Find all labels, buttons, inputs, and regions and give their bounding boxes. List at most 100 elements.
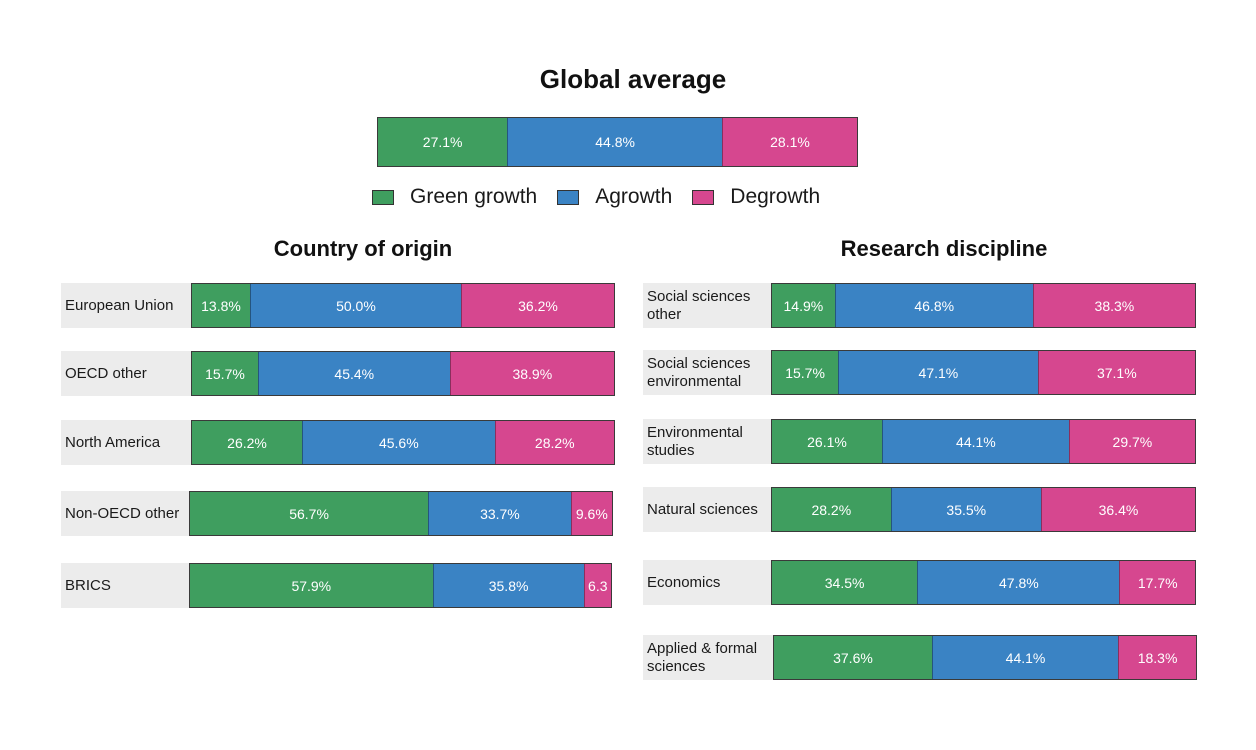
legend-item-green-growth: Green growth [372,185,537,209]
bar-european-union: 13.8% 50.0% 36.2% [191,283,615,328]
social-sciences-other-label-agrowth: 46.8% [914,297,955,314]
bar-social-sciences-environmental: 15.7% 47.1% 37.1% [771,350,1196,395]
bar-economics: 34.5% 47.8% 17.7% [771,560,1196,605]
non-oecd-other-label-agrowth: 33.7% [480,505,520,522]
category-label-brics: BRICS [61,563,189,608]
global-average-segment-agrowth: 44.8% [507,118,722,166]
legend-swatch-agrowth [557,189,580,205]
economics-label-agrowth: 47.8% [999,574,1039,591]
applied-formal-sciences-segment-degrowth: 18.3% [1118,636,1196,679]
legend-label-agrowth: Agrowth [595,185,673,208]
bar-applied-formal-sciences: 37.6% 44.1% 18.3% [773,635,1197,680]
social-sciences-other-label-degrowth: 38.3% [1094,297,1135,314]
legend-label-green-growth: Green growth [410,185,538,208]
legend-swatch-degrowth [692,189,715,205]
non-oecd-other-label-degrowth: 9.6% [575,505,608,522]
european-union-segment-green-growth: 13.8% [192,284,250,327]
environmental-studies-segment-degrowth: 29.7% [1068,420,1195,463]
applied-formal-sciences-label-green-growth: 37.6% [833,649,873,666]
category-label-social-sciences-environmental: Social sciences environmental [643,350,771,395]
applied-formal-sciences-segment-agrowth: 44.1% [931,636,1119,679]
bar-environmental-studies: 26.1% 44.1% 29.7% [771,419,1196,464]
european-union-label-agrowth: 50.0% [336,297,376,314]
social-sciences-environmental-segment-degrowth: 37.1% [1037,351,1195,394]
non-oecd-other-segment-green-growth: 56.7% [190,492,429,535]
north-america-label-green-growth: 26.2% [227,434,267,451]
oecd-other-segment-green-growth: 15.7% [192,352,258,395]
category-label-non-oecd-other: Non-OECD other [61,491,189,536]
social-sciences-other-segment-green-growth: 14.9% [772,284,835,327]
oecd-other-label-degrowth: 38.9% [512,365,553,382]
non-oecd-other-segment-degrowth: 9.6% [570,492,612,535]
brics-label-degrowth: 6.3 [588,577,608,594]
global-average-segment-degrowth: 28.1% [721,118,857,166]
economics-segment-green-growth: 34.5% [772,561,918,604]
oecd-other-label-agrowth: 45.4% [334,365,375,382]
natural-sciences-segment-agrowth: 35.5% [890,488,1041,531]
bar-natural-sciences: 28.2% 35.5% 36.4% [771,487,1196,532]
research-discipline-title: Research discipline [840,236,1048,261]
north-america-segment-agrowth: 45.6% [302,421,495,464]
legend-item-agrowth: Agrowth [557,185,672,209]
applied-formal-sciences-segment-green-growth: 37.6% [774,636,932,679]
social-sciences-environmental-segment-green-growth: 15.7% [772,351,839,394]
global-average-label-agrowth: 44.8% [595,134,635,150]
global-average-segment-green-growth: 27.1% [378,118,508,166]
global-average-label-degrowth: 28.1% [770,134,810,150]
european-union-segment-degrowth: 36.2% [460,284,614,327]
social-sciences-environmental-label-degrowth: 37.1% [1096,364,1137,381]
environmental-studies-label-green-growth: 26.1% [807,433,847,450]
european-union-label-degrowth: 36.2% [518,297,558,314]
oecd-other-label-green-growth: 15.7% [205,365,245,382]
category-label-oecd-other: OECD other [61,351,191,396]
natural-sciences-label-green-growth: 28.2% [811,501,852,518]
oecd-other-segment-agrowth: 45.4% [257,352,450,395]
social-sciences-other-segment-agrowth: 46.8% [834,284,1033,327]
bar-non-oecd-other: 56.7% 33.7% 9.6% [189,491,613,536]
economics-label-green-growth: 34.5% [824,574,865,591]
category-label-natural-sciences: Natural sciences [643,487,771,532]
non-oecd-other-label-green-growth: 56.7% [289,505,329,522]
environmental-studies-label-agrowth: 44.1% [956,433,996,450]
social-sciences-environmental-label-green-growth: 15.7% [785,364,825,381]
category-label-environmental-studies: Environmental studies [643,419,771,464]
applied-formal-sciences-label-degrowth: 18.3% [1137,649,1178,666]
north-america-segment-green-growth: 26.2% [192,421,303,464]
natural-sciences-label-degrowth: 36.4% [1098,501,1139,518]
social-sciences-other-label-green-growth: 14.9% [783,297,824,314]
global-average-label-green-growth: 27.1% [422,134,463,150]
brics-segment-degrowth: 6.3 [583,564,611,607]
european-union-label-green-growth: 13.8% [201,297,241,314]
legend-item-degrowth: Degrowth [692,185,820,209]
global-average-title: Global average [539,64,727,94]
economics-segment-degrowth: 17.7% [1119,561,1195,604]
economics-segment-agrowth: 47.8% [917,561,1120,604]
bar-oecd-other: 15.7% 45.4% 38.9% [191,351,615,396]
north-america-segment-degrowth: 28.2% [494,421,614,464]
social-sciences-other-segment-degrowth: 38.3% [1032,284,1195,327]
global-average-bar: 27.1% 44.8% 28.1% [377,117,858,167]
north-america-label-degrowth: 28.2% [534,434,575,451]
european-union-segment-agrowth: 50.0% [249,284,461,327]
category-label-applied-formal-sciences: Applied & formal sciences [643,635,773,680]
legend: Green growth Agrowth Degrowth [372,182,840,212]
brics-segment-green-growth: 57.9% [190,564,433,607]
bar-brics: 57.9% 35.8% 6.3 [189,563,612,608]
country-of-origin-title: Country of origin [273,236,453,261]
brics-segment-agrowth: 35.8% [432,564,584,607]
economics-label-degrowth: 17.7% [1137,574,1178,591]
natural-sciences-label-agrowth: 35.5% [946,501,987,518]
environmental-studies-segment-green-growth: 26.1% [772,420,882,463]
natural-sciences-segment-green-growth: 28.2% [772,488,891,531]
brics-label-green-growth: 57.9% [291,577,332,594]
environmental-studies-segment-agrowth: 44.1% [881,420,1069,463]
category-label-european-union: European Union [61,283,191,328]
environmental-studies-label-degrowth: 29.7% [1112,433,1153,450]
bar-north-america: 26.2% 45.6% 28.2% [191,420,615,465]
natural-sciences-segment-degrowth: 36.4% [1040,488,1195,531]
brics-label-agrowth: 35.8% [488,577,529,594]
legend-swatch-green-growth [372,189,394,205]
legend-label-degrowth: Degrowth [730,185,821,208]
category-label-north-america: North America [61,420,191,465]
